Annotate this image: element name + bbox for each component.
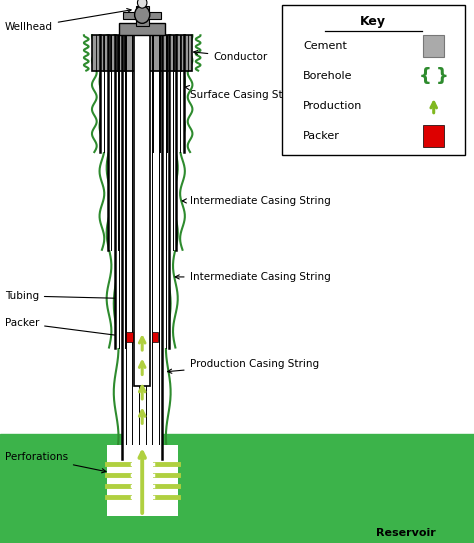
Bar xyxy=(123,12,161,19)
Bar xyxy=(152,332,158,342)
Bar xyxy=(0,434,474,543)
Text: Reservoir: Reservoir xyxy=(376,528,436,538)
Text: Tubing: Tubing xyxy=(5,291,129,301)
Text: Perforations: Perforations xyxy=(5,452,106,473)
Text: Packer: Packer xyxy=(5,318,128,338)
Text: Conductor: Conductor xyxy=(193,50,267,62)
Bar xyxy=(100,35,184,152)
Text: Production: Production xyxy=(303,101,363,111)
Text: Intermediate Casing String: Intermediate Casing String xyxy=(175,272,330,282)
Text: Cement: Cement xyxy=(303,41,347,51)
Circle shape xyxy=(137,0,147,8)
Text: Wellhead: Wellhead xyxy=(5,9,131,32)
Bar xyxy=(122,35,162,459)
Text: Production Casing String: Production Casing String xyxy=(167,359,319,373)
Text: {: { xyxy=(419,67,432,85)
Text: Key: Key xyxy=(360,15,386,28)
Bar xyxy=(107,445,178,516)
Text: Surface Casing String: Surface Casing String xyxy=(184,85,303,100)
Circle shape xyxy=(135,6,150,23)
Bar xyxy=(108,35,176,250)
Text: }: } xyxy=(436,67,448,85)
Bar xyxy=(126,332,133,342)
Text: Intermediate Casing String: Intermediate Casing String xyxy=(182,196,330,206)
Bar xyxy=(92,35,192,71)
Text: Packer: Packer xyxy=(303,131,340,141)
Bar xyxy=(282,5,465,155)
Bar xyxy=(115,35,169,348)
Bar xyxy=(423,125,444,147)
Bar xyxy=(134,35,150,386)
Bar xyxy=(423,35,444,57)
Bar xyxy=(136,6,149,26)
Text: Borehole: Borehole xyxy=(303,71,353,81)
Bar xyxy=(132,445,153,516)
Bar xyxy=(119,23,165,35)
